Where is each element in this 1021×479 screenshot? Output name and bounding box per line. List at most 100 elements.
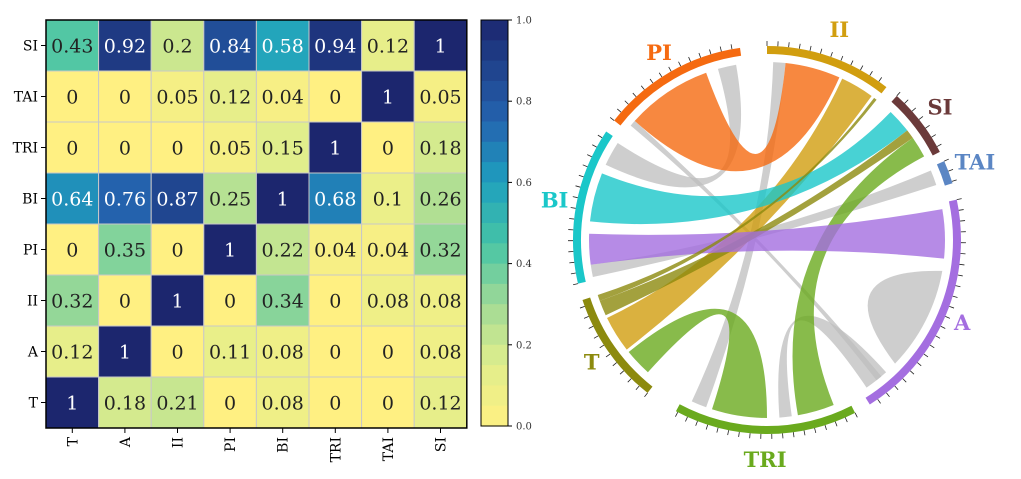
chord-ribbon	[691, 62, 786, 408]
colorbar-segment	[481, 182, 508, 204]
chord-tick	[635, 385, 640, 390]
cell-value-label: 0.18	[419, 138, 461, 160]
heatmap-cell	[203, 172, 257, 225]
cell-value-label: 0	[119, 291, 131, 313]
chord-tick	[951, 179, 957, 182]
x-tick-label: TAI	[381, 437, 397, 461]
chord-tick	[644, 392, 648, 398]
cell-value-label: 0.12	[367, 36, 409, 58]
colorbar-segment	[481, 141, 508, 163]
cell-value-label: 0.43	[51, 36, 93, 58]
cell-value-label: 1	[329, 138, 341, 160]
cell-value-label: 0	[382, 342, 394, 364]
chord-tick	[955, 285, 961, 288]
colorbar-tick-label: 0.8	[516, 97, 532, 108]
chord-tick	[909, 370, 915, 375]
chord-tick	[709, 49, 712, 55]
cell-value-label: 0	[171, 240, 183, 262]
chord-ribbon	[792, 137, 925, 416]
chord-tick	[959, 263, 965, 266]
cell-value-label: 0.87	[156, 189, 198, 211]
chord-tick	[575, 185, 581, 188]
heatmap-cell	[203, 70, 257, 123]
chord-tick	[840, 55, 844, 61]
colorbar-tick-label: 0.4	[516, 259, 532, 270]
cell-value-label: 0	[66, 240, 78, 262]
chord-ribbon	[778, 315, 887, 418]
heatmap-cell	[308, 70, 363, 123]
chord-group-label: A	[953, 310, 971, 335]
y-tick-label: PI	[23, 243, 38, 259]
colorbar-tick-label: 0.6	[516, 178, 532, 189]
chord-tick	[809, 45, 812, 51]
chord-tick	[788, 42, 790, 48]
chord-tick	[945, 316, 951, 319]
heatmap-cell	[255, 121, 310, 174]
cell-value-label: 0	[382, 138, 394, 160]
cell-value-label: 0.92	[104, 36, 146, 58]
chord-tick	[931, 134, 936, 138]
colorbar-segment	[481, 324, 508, 346]
chord-tick	[705, 424, 709, 430]
chord-group-arc	[766, 46, 887, 94]
cell-value-label: 0.04	[262, 87, 304, 109]
chord-tick	[719, 46, 722, 52]
cell-value-label: 0	[171, 342, 183, 364]
heatmap-cell	[361, 172, 415, 225]
cell-value-label: 0	[224, 393, 236, 415]
chord-tick	[592, 144, 597, 148]
chord-tick	[640, 85, 645, 90]
cell-value-label: 0	[66, 87, 78, 109]
heatmap-cell	[150, 376, 205, 429]
colorbar-segment	[481, 283, 508, 305]
chord-tick	[688, 56, 691, 62]
chord-group-label: TRI	[744, 447, 787, 472]
heatmap-cell	[98, 121, 152, 174]
chord-tick	[850, 60, 854, 66]
chord-tick	[597, 134, 603, 139]
cell-value-label: 0.08	[367, 291, 409, 313]
cell-value-label: 0.68	[314, 189, 356, 211]
chord-group-arc	[582, 297, 653, 393]
cell-value-label: 0	[329, 393, 341, 415]
chord-tick	[935, 335, 941, 339]
chord-tick	[948, 168, 954, 172]
heatmap-cell	[361, 325, 415, 378]
chord-tick	[578, 174, 584, 178]
chord-tick	[593, 335, 599, 339]
y-tick-label: BI	[22, 192, 38, 208]
cell-value-label: 0	[329, 291, 341, 313]
chord-ribbon	[589, 111, 908, 225]
chord-tick	[582, 164, 588, 168]
cell-value-label: 0.1	[373, 189, 403, 211]
y-tick-label: SI	[23, 39, 38, 55]
chord-group-arc	[865, 199, 961, 405]
cell-value-label: 0.12	[209, 87, 251, 109]
chord-tick	[619, 370, 625, 375]
heatmap-cell	[255, 376, 310, 429]
heatmap-cell	[255, 223, 310, 276]
chord-tick	[918, 116, 924, 120]
chord-tick	[579, 305, 585, 309]
heatmap-cell	[413, 70, 468, 123]
chord-tick	[632, 92, 637, 98]
colorbar-segment	[481, 243, 508, 265]
chord-tick	[936, 143, 942, 147]
chord-tick	[609, 117, 615, 121]
heatmap-cell	[413, 274, 468, 327]
chord-tick	[957, 274, 963, 277]
colorbar-tick-label: 0.0	[516, 422, 532, 433]
cell-value-label: 0.34	[262, 291, 304, 313]
colorbar-segment	[481, 80, 508, 102]
cell-value-label: 0.2	[162, 36, 192, 58]
chord-tick	[860, 65, 864, 71]
cell-value-label: 0.32	[51, 291, 93, 313]
cell-value-label: 0.11	[209, 342, 251, 364]
chord-tick	[675, 412, 679, 417]
chord-tick	[834, 421, 838, 427]
cell-value-label: 0.76	[104, 189, 146, 211]
colorbar-segment	[481, 344, 508, 366]
chord-group-arc	[573, 131, 613, 284]
cell-value-label: 0.05	[419, 87, 461, 109]
chord-tick	[569, 261, 575, 264]
